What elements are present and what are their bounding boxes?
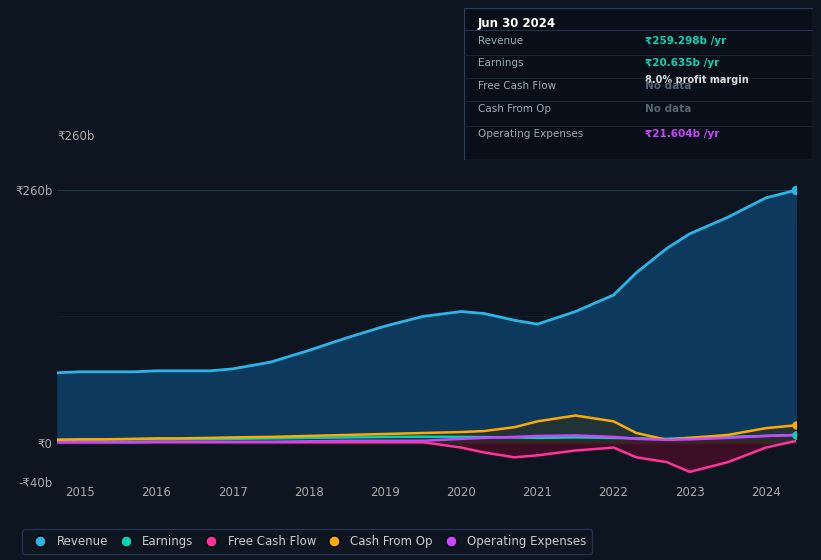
Legend: Revenue, Earnings, Free Cash Flow, Cash From Op, Operating Expenses: Revenue, Earnings, Free Cash Flow, Cash … xyxy=(22,529,592,554)
Text: ₹260b: ₹260b xyxy=(57,130,95,143)
Text: Earnings: Earnings xyxy=(478,58,523,68)
Text: No data: No data xyxy=(645,104,691,114)
Text: Free Cash Flow: Free Cash Flow xyxy=(478,81,556,91)
Text: ₹21.604b /yr: ₹21.604b /yr xyxy=(645,129,720,139)
Text: Jun 30 2024: Jun 30 2024 xyxy=(478,17,556,30)
Text: Operating Expenses: Operating Expenses xyxy=(478,129,583,139)
Text: 8.0% profit margin: 8.0% profit margin xyxy=(645,75,749,85)
Text: ₹259.298b /yr: ₹259.298b /yr xyxy=(645,36,727,45)
Text: ₹20.635b /yr: ₹20.635b /yr xyxy=(645,58,719,68)
Text: Revenue: Revenue xyxy=(478,36,523,45)
FancyBboxPatch shape xyxy=(464,8,813,160)
Text: Cash From Op: Cash From Op xyxy=(478,104,551,114)
Text: No data: No data xyxy=(645,81,691,91)
